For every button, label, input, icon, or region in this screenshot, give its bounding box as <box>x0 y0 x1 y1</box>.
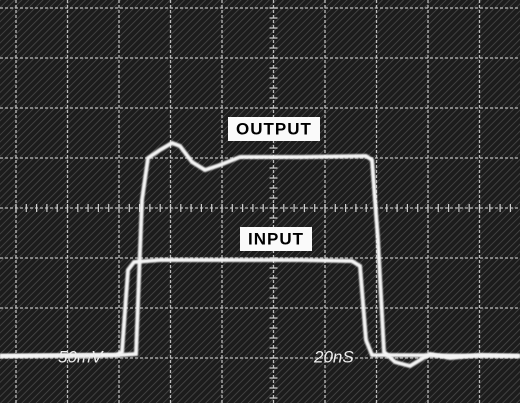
time-per-division: 20nS <box>313 347 354 366</box>
input-label: INPUT <box>248 229 304 248</box>
input-trace <box>0 258 520 358</box>
volts-per-division: 50mV <box>58 347 104 366</box>
output-trace <box>0 140 520 369</box>
input-label-box <box>240 227 312 251</box>
output-label: OUTPUT <box>236 119 312 138</box>
output-label-box <box>228 117 320 141</box>
